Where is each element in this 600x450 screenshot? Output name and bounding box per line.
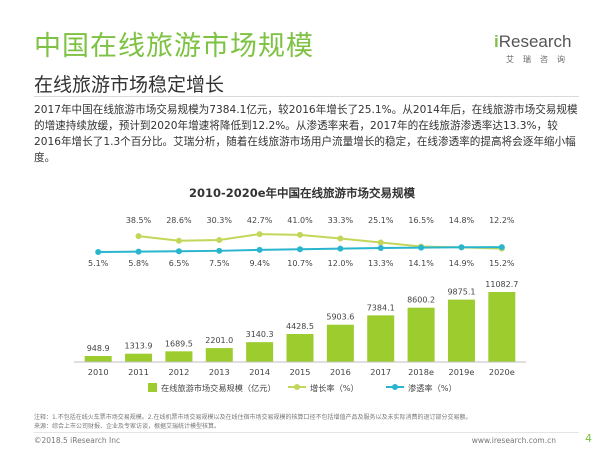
growth-rate-label: 30.3% [207, 216, 233, 225]
penetration-rate-point [95, 248, 102, 255]
bar-value-label: 948.9 [87, 344, 110, 353]
growth-rate-point [337, 235, 344, 242]
bar-value-label: 5903.6 [326, 313, 354, 322]
logo-chinese-name: 艾瑞咨询 [506, 55, 574, 64]
divider [34, 96, 579, 97]
penetration-rate-label: 12.0% [328, 259, 354, 268]
penetration-rate-point [135, 248, 142, 255]
penetration-rate-label: 9.4% [249, 259, 270, 268]
penetration-rate-point [458, 244, 465, 251]
penetration-rate-point [418, 244, 425, 251]
logo-wordmark: iResearch [494, 32, 572, 51]
bar [246, 342, 274, 362]
growth-rate-label: 12.2% [489, 216, 515, 225]
bar [447, 299, 475, 362]
source-line: 来源：综合上市公司财报、企业及专家访谈，根据艾瑞统计模型核算。 [34, 422, 221, 430]
x-tick-label: 2012 [168, 367, 189, 377]
growth-rate-label: 25.1% [368, 216, 394, 225]
bar [205, 348, 233, 362]
legend-penetration-label: 渗透率（%） [408, 383, 457, 393]
growth-rate-label: 33.3% [328, 216, 354, 225]
page-title: 中国在线旅游市场规模 [34, 31, 314, 62]
growth-rate-label: 28.6% [166, 216, 192, 225]
bar-value-label: 1313.9 [125, 342, 153, 351]
legend-bar-label: 在线旅游市场交易规模（亿元） [161, 383, 276, 393]
x-tick-label: 2016 [330, 367, 351, 377]
penetration-rate-point [377, 245, 384, 252]
legend-growth-marker [294, 384, 300, 390]
bar [84, 356, 112, 362]
growth-rate-label: 16.5% [408, 216, 434, 225]
iresearch-logo: iResearch 艾瑞咨询 [494, 32, 574, 72]
x-tick-label: 2017 [370, 367, 391, 377]
penetration-rate-point [297, 246, 303, 253]
x-tick-label: 2013 [209, 367, 230, 377]
growth-rate-line [138, 233, 502, 250]
bar-value-label: 2201.0 [205, 336, 233, 345]
legend-bar-swatch [148, 383, 157, 392]
penetration-rate-point [498, 244, 505, 251]
legend-growth-label: 增长率（%） [310, 383, 359, 393]
note-line: 注释：1.不包括在线火车票市场交易规模。2.在线机票市场交易规模以及在线住宿市场… [34, 414, 472, 421]
x-tick-label: 2018e [408, 367, 434, 377]
growth-rate-point [216, 236, 223, 243]
x-tick-label: 2015 [290, 367, 311, 377]
penetration-rate-label: 14.9% [449, 259, 475, 268]
penetration-rate-label: 5.8% [128, 259, 149, 268]
x-tick-label: 2010 [88, 367, 109, 377]
growth-rate-point [377, 239, 384, 246]
growth-rate-point [135, 233, 142, 240]
growth-rate-point [175, 237, 182, 244]
bar [165, 351, 193, 362]
bar [407, 307, 435, 362]
penetration-rate-label: 14.1% [408, 259, 434, 268]
bar-value-label: 4428.5 [286, 322, 314, 331]
bar [326, 324, 354, 362]
growth-rate-point [297, 231, 303, 238]
bar-value-label: 1689.5 [165, 339, 193, 348]
chart-title: 2010-2020e年中国在线旅游市场交易规模 [189, 186, 416, 200]
penetration-rate-label: 7.5% [209, 259, 230, 268]
bar [286, 334, 314, 362]
growth-rate-label: 42.7% [247, 216, 273, 225]
footer: ©2018.5 iResearch Inc www.iresearch.com.… [34, 436, 584, 445]
bar [367, 315, 395, 362]
website-link[interactable]: www.iresearch.com.cn [471, 436, 556, 445]
bar [488, 292, 516, 362]
page-number: 4 [585, 432, 592, 445]
bar-value-label: 7384.1 [367, 303, 395, 312]
penetration-rate-label: 10.7% [287, 259, 313, 268]
page-subtitle: 在线旅游市场稳定增长 [34, 74, 225, 96]
penetration-rate-point [256, 246, 263, 253]
penetration-rate-label: 5.1% [88, 259, 109, 268]
growth-rate-label: 14.8% [449, 216, 475, 225]
chart-notes: 注释：1.不包括在线火车票市场交易规模。2.在线机票市场交易规模以及在线住宿市场… [34, 414, 594, 431]
bar-value-label: 3140.3 [246, 330, 274, 339]
penetration-rate-point [216, 247, 223, 254]
description-paragraph: 2017年中国在线旅游市场交易规模为7384.1亿元，较2016年增长了25.1… [34, 104, 578, 164]
bar [125, 353, 153, 362]
growth-rate-point [256, 231, 263, 238]
x-tick-label: 2011 [128, 367, 149, 377]
growth-rate-label: 41.0% [287, 216, 313, 225]
penetration-rate-point [175, 248, 182, 255]
footer-divider [34, 432, 579, 433]
x-tick-label: 2014 [249, 367, 270, 377]
x-tick-label: 2020e [489, 367, 515, 377]
bar-value-label: 8600.2 [407, 296, 435, 305]
growth-rate-label: 38.5% [126, 216, 152, 225]
bar-value-label: 11082.7 [485, 280, 518, 289]
x-tick-label: 2019e [449, 367, 475, 377]
penetration-rate-label: 13.3% [368, 259, 394, 268]
penetration-rate-label: 6.5% [169, 259, 190, 268]
penetration-rate-label: 15.2% [489, 259, 515, 268]
copyright-text: ©2018.5 iResearch Inc [34, 436, 121, 445]
bar-value-label: 9875.1 [447, 288, 475, 297]
legend-penetration-marker [392, 384, 398, 390]
penetration-rate-point [337, 245, 344, 252]
